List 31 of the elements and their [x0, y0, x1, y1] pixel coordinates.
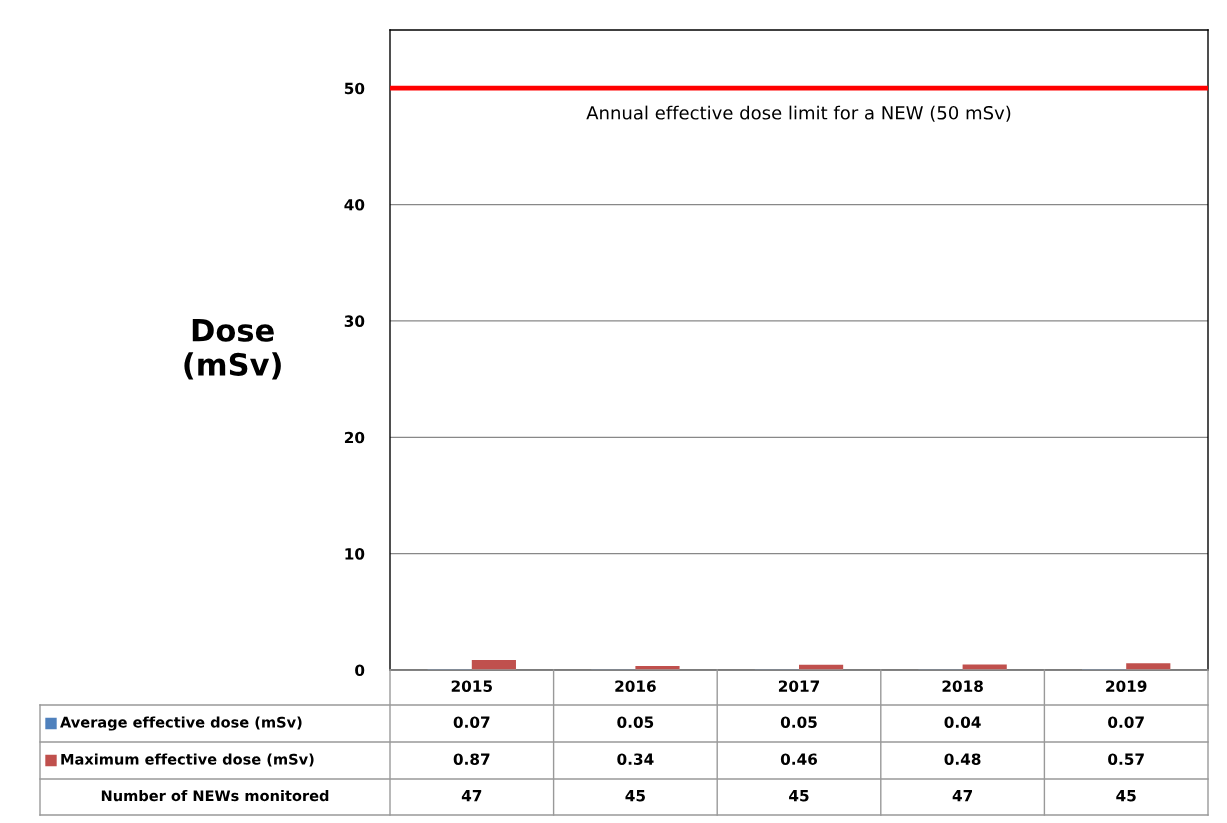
data-label: 0.57 [1108, 753, 1144, 765]
y-tick-label: 20 [344, 431, 365, 444]
y-tick-label: 10 [345, 548, 365, 560]
data-label: 0.46 [780, 753, 818, 765]
text: 47 [461, 790, 482, 802]
ref-line-label: Annual effective dose limit for a NEW (50 mSv) [586, 105, 1011, 122]
y-axis-title: Dose (mSv) [184, 319, 281, 380]
x-tick-label: 2018 [942, 680, 983, 692]
x-tick-label: 2016 [615, 680, 656, 692]
y-tick-label: 0 [355, 664, 365, 677]
data-label: 0.48 [944, 753, 981, 765]
data-label: 0.07 [453, 716, 490, 728]
data-label: 0.07 [1108, 716, 1144, 728]
y-tick-label: 30 [344, 315, 365, 327]
text: 47 [952, 790, 973, 802]
y-tick-label: 50 [344, 82, 365, 95]
legend-label: Average effective dose (mSv) [60, 716, 302, 731]
data-label: 0.05 [780, 716, 817, 728]
x-tick-label: 2015 [451, 680, 492, 692]
data-label: 0.05 [617, 716, 654, 728]
text: 45 [1116, 790, 1136, 802]
y-tick-label: 40 [344, 199, 365, 211]
legend-label: Maximum effective dose (mSv) [61, 753, 314, 767]
text: Number of NEWs monitored [101, 789, 329, 802]
x-tick-label: 2017 [778, 680, 820, 692]
text: 45 [789, 790, 809, 802]
data-label: 0.34 [617, 753, 654, 765]
text: 45 [625, 790, 645, 802]
data-label: 0.04 [944, 716, 981, 728]
data-label: 0.87 [453, 753, 490, 765]
x-tick-label: 2019 [1106, 680, 1147, 692]
